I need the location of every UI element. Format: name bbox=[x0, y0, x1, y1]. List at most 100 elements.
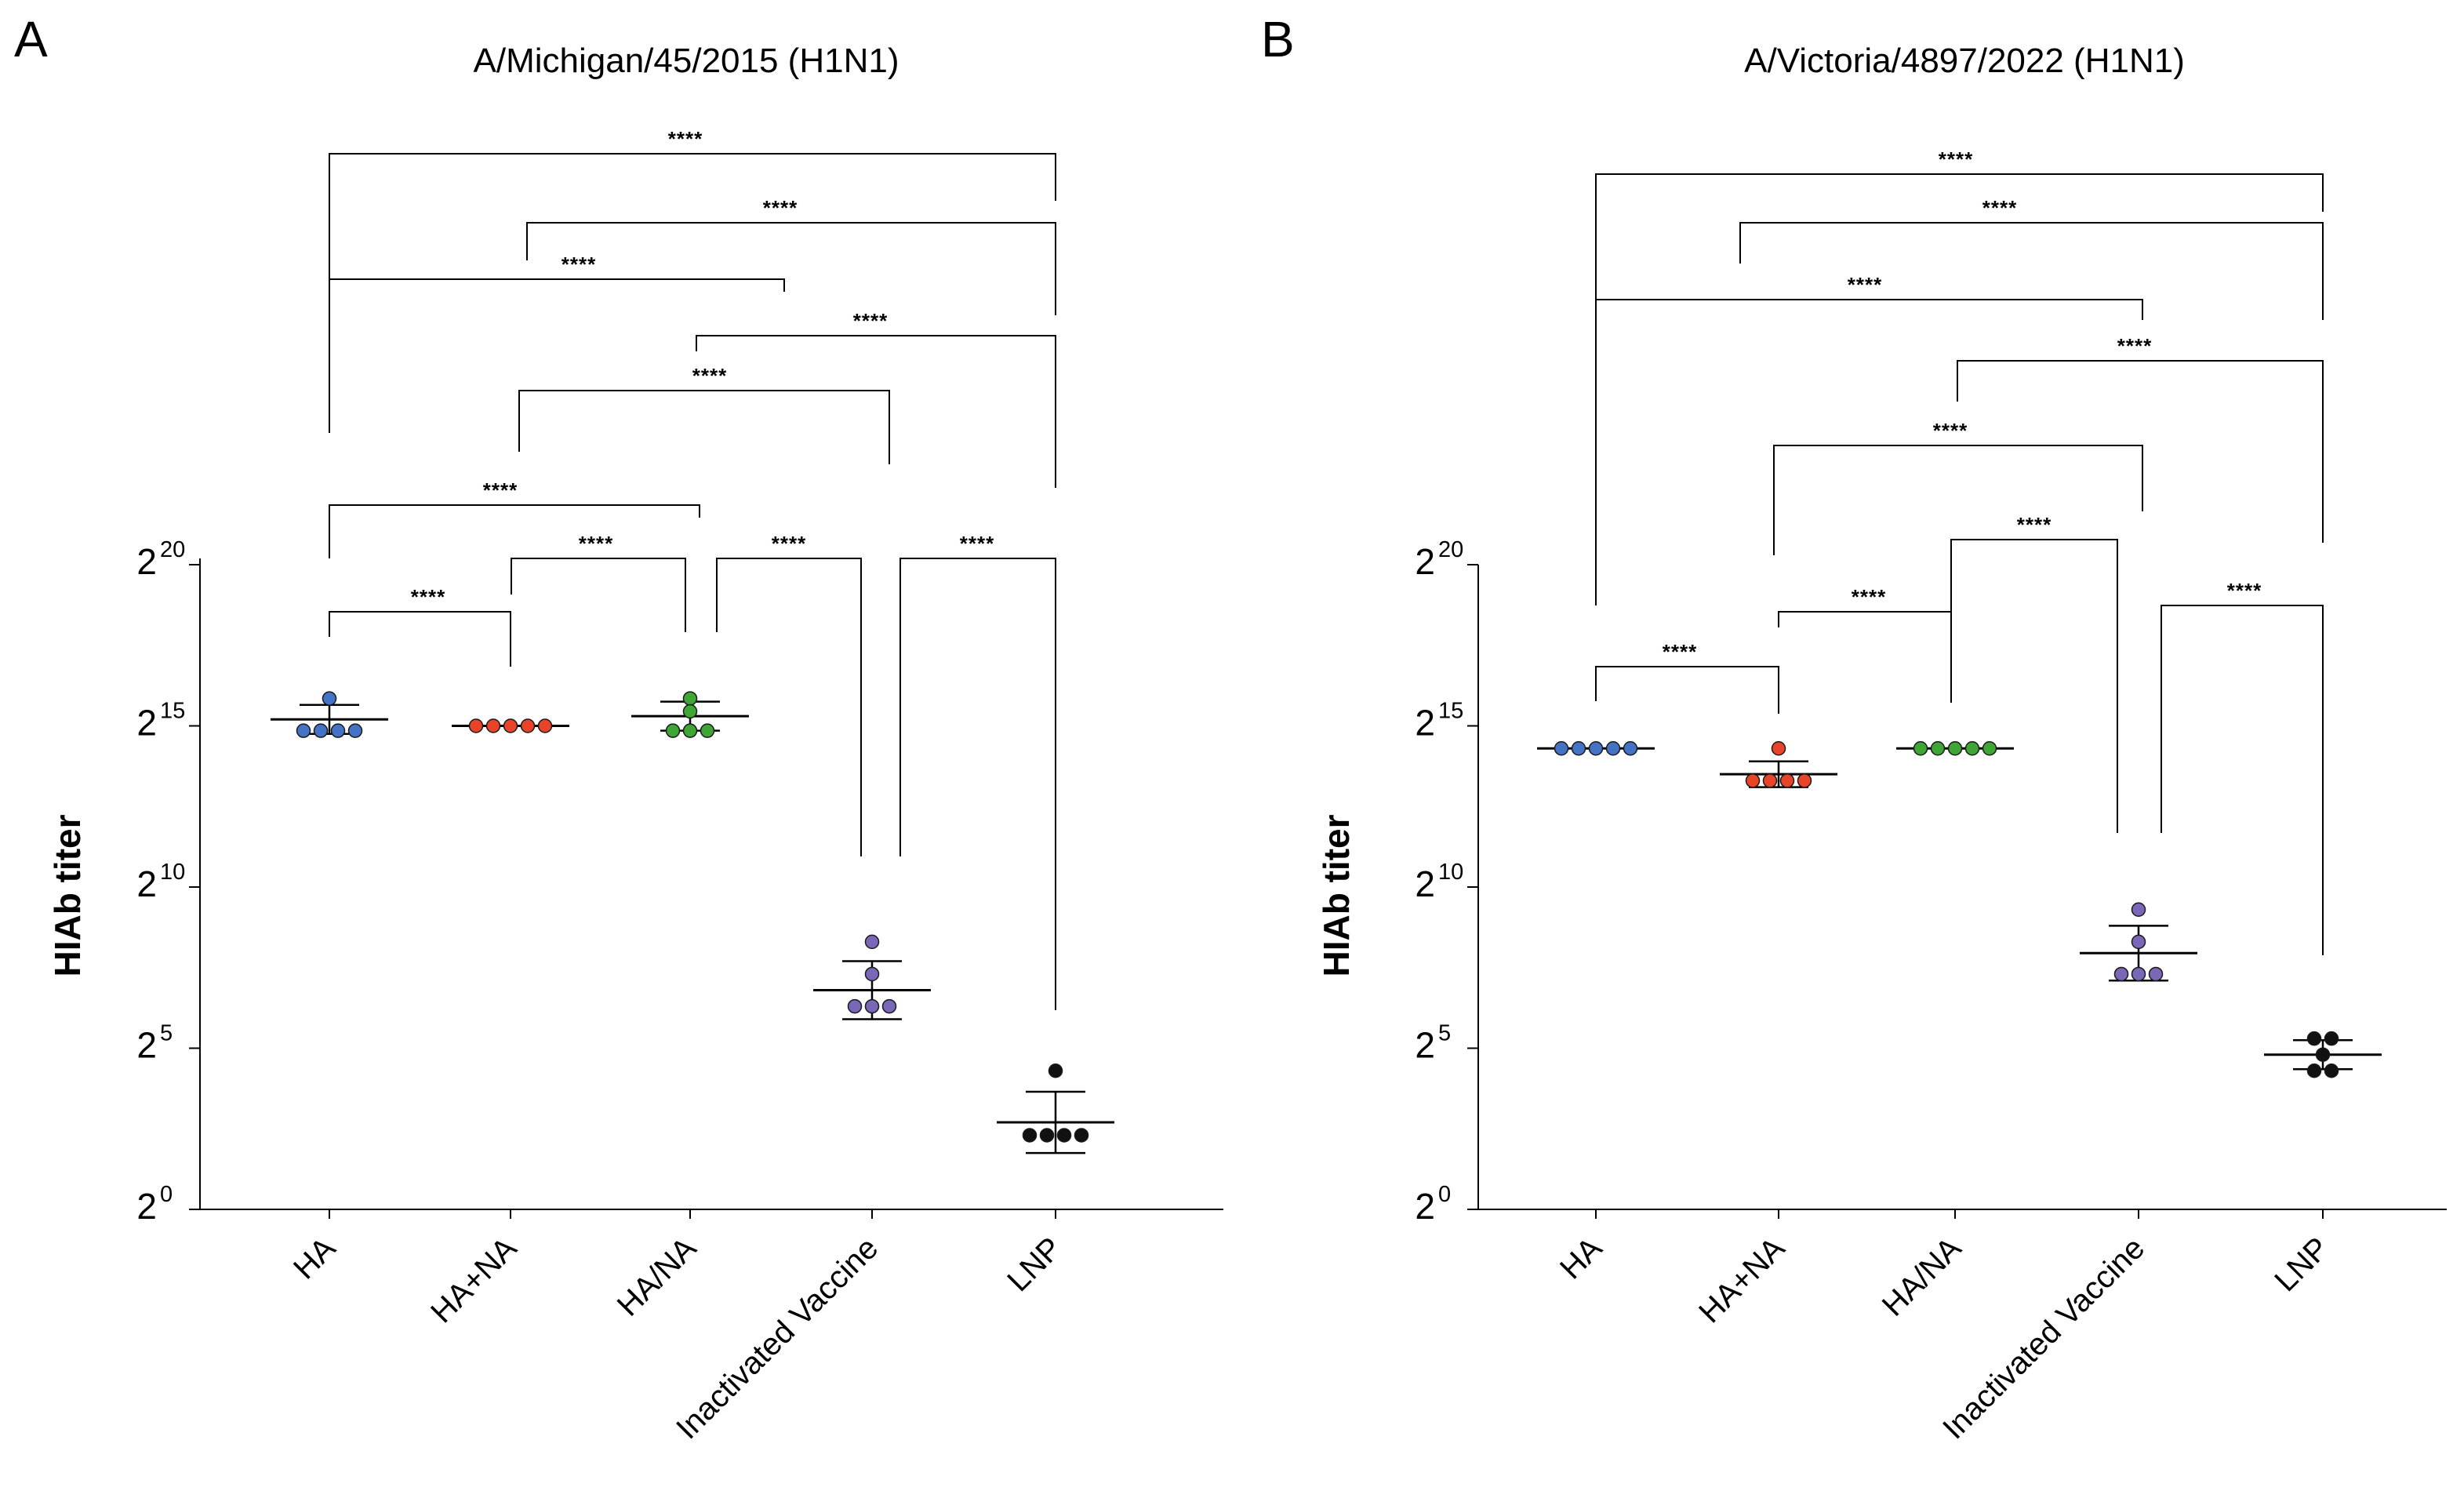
panel-b-point-inactivated-vaccine bbox=[2148, 966, 2164, 982]
panel-a-point-ha-na bbox=[468, 718, 484, 733]
panel-b-point-ha-na bbox=[1745, 773, 1761, 788]
panel-a-point-ha bbox=[330, 723, 346, 738]
panel-b-bracket-ha-vs-inactivated-vaccine bbox=[1595, 299, 2143, 605]
panel-b-significance-label: **** bbox=[1939, 147, 1973, 171]
panel-a-point-ha bbox=[296, 723, 311, 738]
panel-b-bracket-ha-na-vs-lnp bbox=[1739, 222, 2324, 320]
panel-a-bracket-ha-na-vs-lnp bbox=[696, 335, 1056, 488]
panel-b-significance-label: **** bbox=[1982, 196, 2017, 220]
panel-a-ytick-exponent: 5 bbox=[160, 1021, 173, 1046]
panel-a-significance-label: **** bbox=[772, 532, 806, 555]
panel-b-significance-label: **** bbox=[2117, 334, 2152, 358]
panel-b-point-ha-na bbox=[1771, 741, 1786, 756]
panel-b-point-inactivated-vaccine bbox=[2131, 902, 2146, 918]
panel-b-point-ha-na bbox=[1964, 741, 1980, 756]
panel-a-letter: A bbox=[14, 11, 48, 67]
panel-a-bracket-ha-vs-ha-na bbox=[329, 611, 511, 667]
panel-b-ylabel: HIAb titer bbox=[1316, 814, 1357, 976]
panel-a-ytick-base: 2 bbox=[136, 864, 157, 904]
panel-a-point-ha-na bbox=[485, 718, 501, 733]
panel-a-y-ticks: 2 02 52 102 152 20 bbox=[136, 537, 200, 1227]
panel-b-group-lnp bbox=[2264, 1031, 2382, 1078]
panel-b-ytick-base: 2 bbox=[1415, 864, 1435, 904]
panel-b-bracket-inactivated-vaccine-vs-lnp bbox=[2161, 605, 2324, 955]
panel-a-bracket-ha-na-vs-ha-na bbox=[511, 558, 686, 632]
panel-a-point-ha-na bbox=[665, 723, 681, 738]
panel-a-significance-label: **** bbox=[579, 532, 613, 555]
panel-a-significance-brackets: **** **** **** **** **** **** **** **** **** **** bbox=[329, 127, 1056, 1010]
panel-a-ytick-base: 2 bbox=[136, 1025, 157, 1066]
panel-b-point-lnp bbox=[2315, 1047, 2331, 1062]
panel-b-axes bbox=[1477, 565, 2447, 1210]
panel-a-axes bbox=[199, 558, 1223, 1210]
panel-b-significance-label: **** bbox=[2227, 579, 2262, 602]
panel-b-group-inactivated-vaccine bbox=[2080, 902, 2197, 982]
panel-a-significance-label: **** bbox=[483, 478, 518, 502]
panel-b-ytick-exponent: 0 bbox=[1438, 1182, 1451, 1207]
panel-a-bracket-ha-na-vs-lnp bbox=[526, 222, 1056, 315]
panel-b-point-ha-na bbox=[1797, 773, 1812, 788]
panel-b-bracket-ha-na-vs-ha-na bbox=[1778, 611, 1952, 703]
panel-a-ylabel: HIAb titer bbox=[47, 814, 88, 976]
panel-a-point-ha bbox=[313, 723, 329, 738]
panel-b-ytick-exponent: 15 bbox=[1438, 699, 1463, 724]
panel-b-significance-label: **** bbox=[1933, 419, 1968, 442]
panel-a-group-ha bbox=[271, 691, 388, 738]
panel-a-point-inactivated-vaccine bbox=[864, 934, 880, 950]
panel-b-significance-label: **** bbox=[1663, 640, 1697, 664]
panel-a-group-lnp bbox=[997, 1064, 1114, 1154]
panel-b-ytick-exponent: 5 bbox=[1438, 1021, 1451, 1046]
panel-a-ytick-exponent: 20 bbox=[160, 537, 185, 562]
panel-b-significance-label: **** bbox=[1848, 273, 1882, 296]
panel-b-ytick-base: 2 bbox=[1415, 703, 1435, 744]
panel-b-point-lnp bbox=[2324, 1031, 2339, 1046]
panel-a-ytick-exponent: 15 bbox=[160, 699, 185, 724]
panel-a-point-ha bbox=[322, 691, 337, 706]
panel-a-significance-label: **** bbox=[692, 364, 727, 387]
panel-b-group-ha bbox=[1537, 741, 1655, 756]
panel-b-title: A/Victoria/4897/2022 (H1N1) bbox=[1744, 42, 2185, 80]
panel-a-bracket-ha-vs-ha-na bbox=[329, 504, 700, 558]
panel-a-point-lnp bbox=[1039, 1128, 1055, 1143]
panel-a-point-lnp bbox=[1022, 1128, 1038, 1143]
panel-a-point-lnp bbox=[1048, 1064, 1063, 1078]
panel-b-bracket-ha-vs-ha-na bbox=[1595, 666, 1779, 714]
panel-a-point-ha-na bbox=[537, 718, 553, 733]
panel-b-ytick-base: 2 bbox=[1415, 1025, 1435, 1066]
panel-a-significance-label: **** bbox=[561, 253, 596, 276]
panel-b-significance-brackets: **** **** **** **** **** **** **** **** **** bbox=[1595, 147, 2324, 955]
panel-b-ytick-base: 2 bbox=[1415, 1186, 1435, 1227]
panel-b-point-ha-na bbox=[1779, 773, 1795, 788]
panel-a-bracket-ha-na-vs-inactivated-vaccine bbox=[518, 390, 890, 464]
panel-b-point-inactivated-vaccine bbox=[2113, 966, 2129, 982]
panel-b-point-lnp bbox=[2306, 1064, 2322, 1078]
panel-b-bracket-ha-na-vs-inactivated-vaccine bbox=[1773, 445, 2143, 555]
panel-a-group-ha-na bbox=[631, 691, 749, 738]
panel-a-point-ha-na bbox=[682, 704, 698, 719]
panel-b-significance-label: **** bbox=[1852, 585, 1886, 609]
panel-a-significance-label: **** bbox=[668, 127, 703, 151]
panel-a-point-ha-na bbox=[682, 723, 698, 738]
panel-a-series bbox=[271, 691, 1114, 1154]
panel-a-ytick-base: 2 bbox=[136, 1186, 157, 1227]
panel-a-point-ha bbox=[347, 723, 363, 738]
panel-a-ytick-base: 2 bbox=[136, 541, 157, 582]
panel-b-point-ha bbox=[1623, 741, 1638, 756]
panel-b-y-ticks: 2 02 52 102 152 20 bbox=[1415, 537, 1478, 1227]
panel-a-point-ha-na bbox=[682, 691, 698, 706]
panel-a-point-ha-na bbox=[503, 718, 518, 733]
panel-b-series bbox=[1537, 741, 2382, 1078]
panel-a-point-inactivated-vaccine bbox=[881, 998, 897, 1014]
panel-a-point-inactivated-vaccine bbox=[864, 998, 880, 1014]
panel-b-ytick-base: 2 bbox=[1415, 541, 1435, 582]
panel-a-title: A/Michigan/45/2015 (H1N1) bbox=[474, 42, 899, 80]
panel-a-point-lnp bbox=[1074, 1128, 1089, 1143]
panel-b-point-inactivated-vaccine bbox=[2131, 934, 2146, 950]
panel-b-significance-label: **** bbox=[2017, 513, 2052, 536]
panel-b-ytick-exponent: 10 bbox=[1438, 860, 1463, 885]
panel-b-ytick-exponent: 20 bbox=[1438, 537, 1463, 562]
panel-b-letter: B bbox=[1261, 11, 1295, 67]
panel-a-bracket-inactivated-vaccine-vs-lnp bbox=[899, 558, 1056, 1010]
panel-b-point-lnp bbox=[2306, 1031, 2322, 1046]
